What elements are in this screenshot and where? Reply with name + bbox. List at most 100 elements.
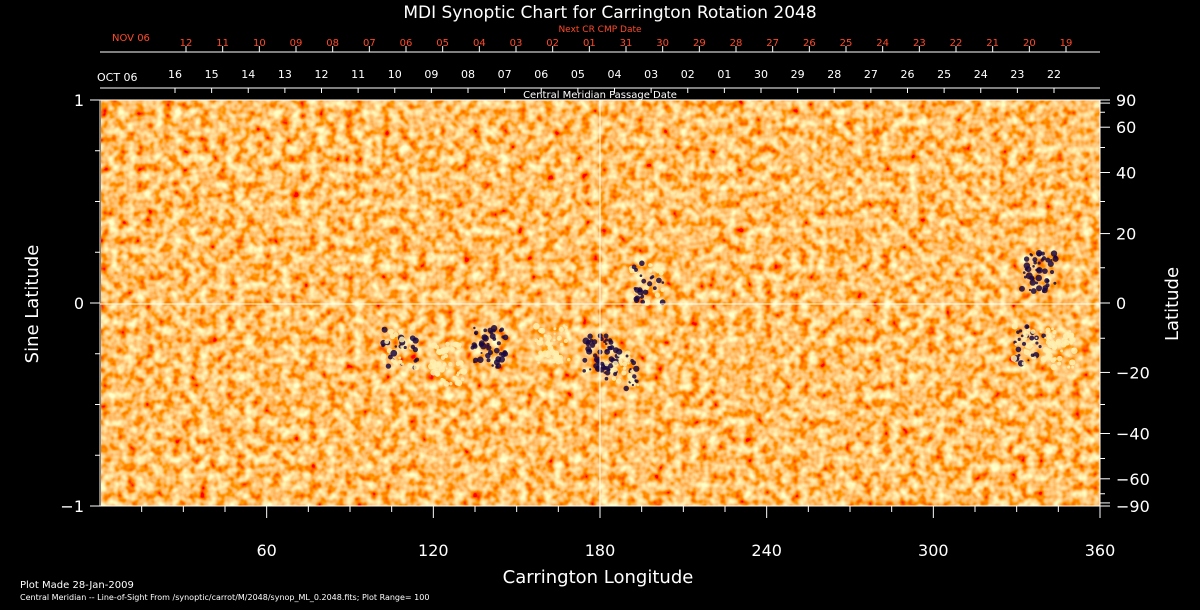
region-speck (553, 327, 557, 331)
region-speck (498, 356, 506, 363)
region-speck (1024, 324, 1030, 330)
region-speck (603, 340, 607, 344)
region-speck (639, 260, 645, 267)
region-speck (629, 367, 632, 371)
region-speck (1052, 335, 1056, 338)
region-speck (478, 341, 484, 348)
region-speck (1023, 256, 1030, 262)
region-speck (535, 355, 542, 361)
cmp-date-label: 25 (937, 68, 951, 81)
region-speck (458, 342, 462, 347)
cmp-date-label: 22 (1047, 68, 1061, 81)
region-speck (652, 286, 657, 291)
region-speck (650, 263, 653, 267)
region-speck (1020, 334, 1024, 338)
region-speck (1040, 251, 1045, 256)
cmp-date-label: 02 (681, 68, 695, 81)
y-left-tick-label: 0 (74, 294, 84, 313)
region-speck (1069, 336, 1074, 342)
region-speck (1031, 357, 1034, 360)
region-speck (1050, 259, 1053, 262)
y-axis-left: 1 0 −1 (60, 91, 100, 516)
region-speck (1046, 335, 1050, 339)
region-speck (1052, 329, 1057, 335)
region-speck (448, 362, 453, 367)
region-speck (1010, 355, 1018, 362)
region-speck (454, 380, 460, 386)
region-speck (623, 354, 626, 358)
region-speck (605, 360, 609, 363)
region-speck (1048, 332, 1051, 336)
region-speck (496, 341, 501, 346)
region-speck (492, 328, 496, 333)
next-cr-date-label: 30 (656, 38, 669, 49)
region-speck (634, 295, 641, 301)
region-speck (556, 335, 562, 341)
region-speck (603, 333, 609, 339)
region-speck (589, 342, 596, 348)
region-speck (473, 326, 476, 330)
region-speck (449, 381, 453, 386)
region-speck (1044, 336, 1047, 340)
region-speck (1045, 327, 1051, 333)
region-speck (630, 358, 634, 363)
region-speck (1029, 275, 1035, 281)
region-speck (621, 370, 627, 376)
region-speck (623, 385, 629, 392)
region-speck (563, 338, 568, 344)
region-speck (1023, 348, 1027, 352)
next-cr-date-label: 06 (400, 38, 413, 49)
region-speck (587, 333, 593, 339)
next-cr-date-label: 12 (180, 38, 193, 49)
region-speck (487, 327, 493, 333)
region-speck (1032, 264, 1035, 268)
cmp-date-label: 26 (901, 68, 915, 81)
cmp-date-label: 10 (388, 68, 402, 81)
region-speck (654, 292, 661, 298)
region-speck (608, 356, 615, 362)
region-speck (633, 287, 637, 291)
region-speck (473, 360, 476, 364)
cmp-date-label: 16 (168, 68, 182, 81)
region-speck (1031, 344, 1034, 348)
region-speck (625, 354, 629, 358)
next-cr-date-label: 29 (693, 38, 706, 49)
region-speck (387, 328, 394, 335)
next-cr-date-label: 07 (363, 38, 376, 49)
region-speck (1040, 258, 1044, 262)
region-speck (1016, 330, 1020, 334)
next-cr-date-label: 10 (253, 38, 266, 49)
region-speck (1030, 353, 1035, 357)
region-speck (1030, 288, 1037, 294)
region-speck (455, 343, 458, 346)
region-speck (471, 342, 477, 348)
region-speck (460, 377, 465, 382)
region-speck (398, 359, 403, 364)
cmp-date-axis: OCT 06 Central Meridian Passage Date 16 1… (97, 68, 1100, 101)
y-right-tick-label: 20 (1116, 225, 1136, 244)
region-speck (640, 299, 646, 305)
region-speck (1068, 330, 1072, 333)
region-speck (612, 367, 618, 373)
region-speck (564, 325, 568, 330)
x-axis-title: Carrington Longitude (503, 567, 694, 588)
x-tick-label: 180 (585, 541, 616, 560)
active-region (604, 347, 640, 392)
region-speck (558, 326, 564, 332)
region-speck (639, 274, 643, 278)
region-speck (1061, 337, 1068, 344)
region-speck (1035, 268, 1038, 272)
region-speck (599, 336, 604, 342)
cmp-date-label: 08 (461, 68, 475, 81)
region-speck (431, 342, 438, 349)
region-speck (1037, 261, 1041, 265)
region-speck (1042, 268, 1048, 275)
region-speck (1019, 329, 1023, 333)
plot-area (99, 99, 1101, 507)
region-speck (604, 342, 608, 346)
region-speck (410, 325, 416, 331)
region-speck (1032, 257, 1038, 263)
source-label: Central Meridian -- Line-of-Sight From /… (20, 593, 429, 602)
region-speck (387, 354, 393, 360)
active-region (628, 260, 666, 306)
